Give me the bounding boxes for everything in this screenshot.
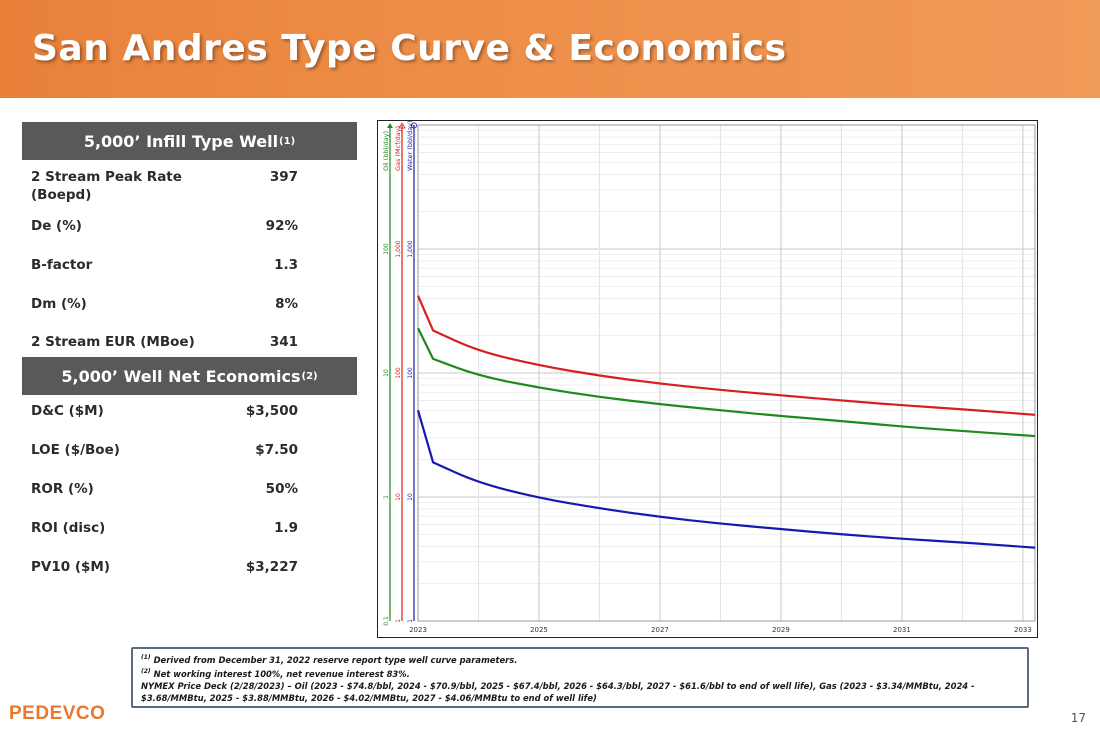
page-title: San Andres Type Curve & Economics — [32, 28, 787, 69]
y-tick-label: 10 — [395, 493, 402, 501]
x-tick-label: 2033 — [1014, 626, 1032, 634]
economics-header: 5,000’ Well Net Economics (2) — [22, 357, 357, 395]
param-value: 1.3 — [274, 257, 298, 273]
econ-value: $3,500 — [245, 403, 298, 419]
y-tick-label: 1,000 — [395, 240, 402, 257]
water-marker-icon — [411, 122, 418, 129]
series-line — [416, 410, 1036, 549]
x-tick-label: 2029 — [772, 626, 790, 634]
param-label: Dm (%) — [31, 296, 87, 312]
econ-value: $7.50 — [255, 442, 298, 458]
econ-label: PV10 ($M) — [31, 559, 110, 575]
param-value: 341 — [269, 334, 298, 350]
x-tick-label: 2027 — [651, 626, 669, 634]
y-tick-label: 100 — [383, 243, 390, 255]
param-label: 2 Stream Peak Rate (Boepd) — [31, 169, 182, 203]
y-axis-label: Oil (bbl/day) — [382, 131, 390, 171]
y-tick-label: 1,000 — [407, 240, 414, 257]
footnote-1-marker: (1) — [141, 654, 151, 661]
economics-header-footnote: (2) — [301, 370, 318, 382]
param-value: 92% — [265, 218, 298, 234]
page-number: 17 — [1070, 711, 1086, 725]
series-line — [416, 295, 1036, 416]
series-line — [417, 327, 1036, 438]
y-tick-label: 0.1 — [383, 616, 390, 626]
footnote-2-marker: (2) — [141, 667, 151, 675]
y-tick-label: 10 — [407, 493, 414, 501]
y-axis-label: Gas (Mcf/day) — [394, 126, 402, 171]
y-tick-label: 100 — [407, 367, 414, 379]
pedevco-logo: PEDEVCO — [9, 703, 106, 724]
y-tick-label: 100 — [395, 367, 402, 379]
y-tick-label: 1 — [395, 619, 402, 623]
type-well-header-text: 5,000’ Infill Type Well — [83, 131, 279, 151]
x-tick-label: 2025 — [530, 626, 548, 634]
econ-label: LOE ($/Boe) — [31, 442, 120, 458]
param-value: 397 — [269, 169, 298, 185]
x-tick-label: 2023 — [409, 626, 427, 634]
footnotes-box: (1) Derived from December 31, 2022 reser… — [131, 647, 1029, 708]
economics-header-text: 5,000’ Well Net Economics — [61, 366, 301, 386]
x-tick-label: 2031 — [893, 626, 911, 634]
econ-label: ROR (%) — [31, 481, 94, 497]
plot-area-border — [417, 124, 1036, 622]
y-tick-label: 1 — [383, 495, 390, 499]
econ-value: 50% — [265, 481, 298, 497]
oil-marker-icon — [387, 123, 393, 128]
econ-label: D&C ($M) — [31, 403, 104, 419]
econ-value: $3,227 — [245, 559, 298, 575]
econ-value: 1.9 — [274, 520, 298, 536]
econ-label: ROI (disc) — [31, 520, 106, 536]
param-label: 2 Stream EUR (MBoe) — [31, 334, 195, 350]
footnote-2-text: Net working interest 100%, net revenue i… — [153, 668, 410, 679]
footnote-2: (2) Net working interest 100%, net reven… — [141, 666, 1019, 680]
param-label: De (%) — [31, 218, 82, 234]
type-curve-chart: Oil (bbl/day) 0.1 1 10 100 Gas (Mcf/day) 1 10 10… — [377, 120, 1038, 638]
param-value: 8% — [275, 296, 298, 312]
y-tick-label: 1 — [407, 619, 414, 623]
footnote-3: NYMEX Price Deck (2/28/2023) – Oil (2023… — [141, 680, 975, 703]
title-banner: San Andres Type Curve & Economics — [0, 0, 1100, 98]
footnote-1-text: Derived from December 31, 2022 reserve r… — [153, 654, 518, 665]
footnote-1: (1) Derived from December 31, 2022 reser… — [141, 652, 1019, 666]
y-tick-label: 10 — [383, 369, 390, 377]
y-axis-label: Water (bbl/day) — [406, 121, 414, 171]
param-label: B-factor — [31, 257, 93, 273]
gas-marker-icon — [398, 122, 406, 129]
type-curve-svg: Oil (bbl/day) 0.1 1 10 100 Gas (Mcf/day) 1 10 10… — [382, 120, 1036, 634]
type-well-header: 5,000’ Infill Type Well (1) — [22, 122, 357, 160]
type-well-header-footnote: (1) — [279, 135, 296, 147]
